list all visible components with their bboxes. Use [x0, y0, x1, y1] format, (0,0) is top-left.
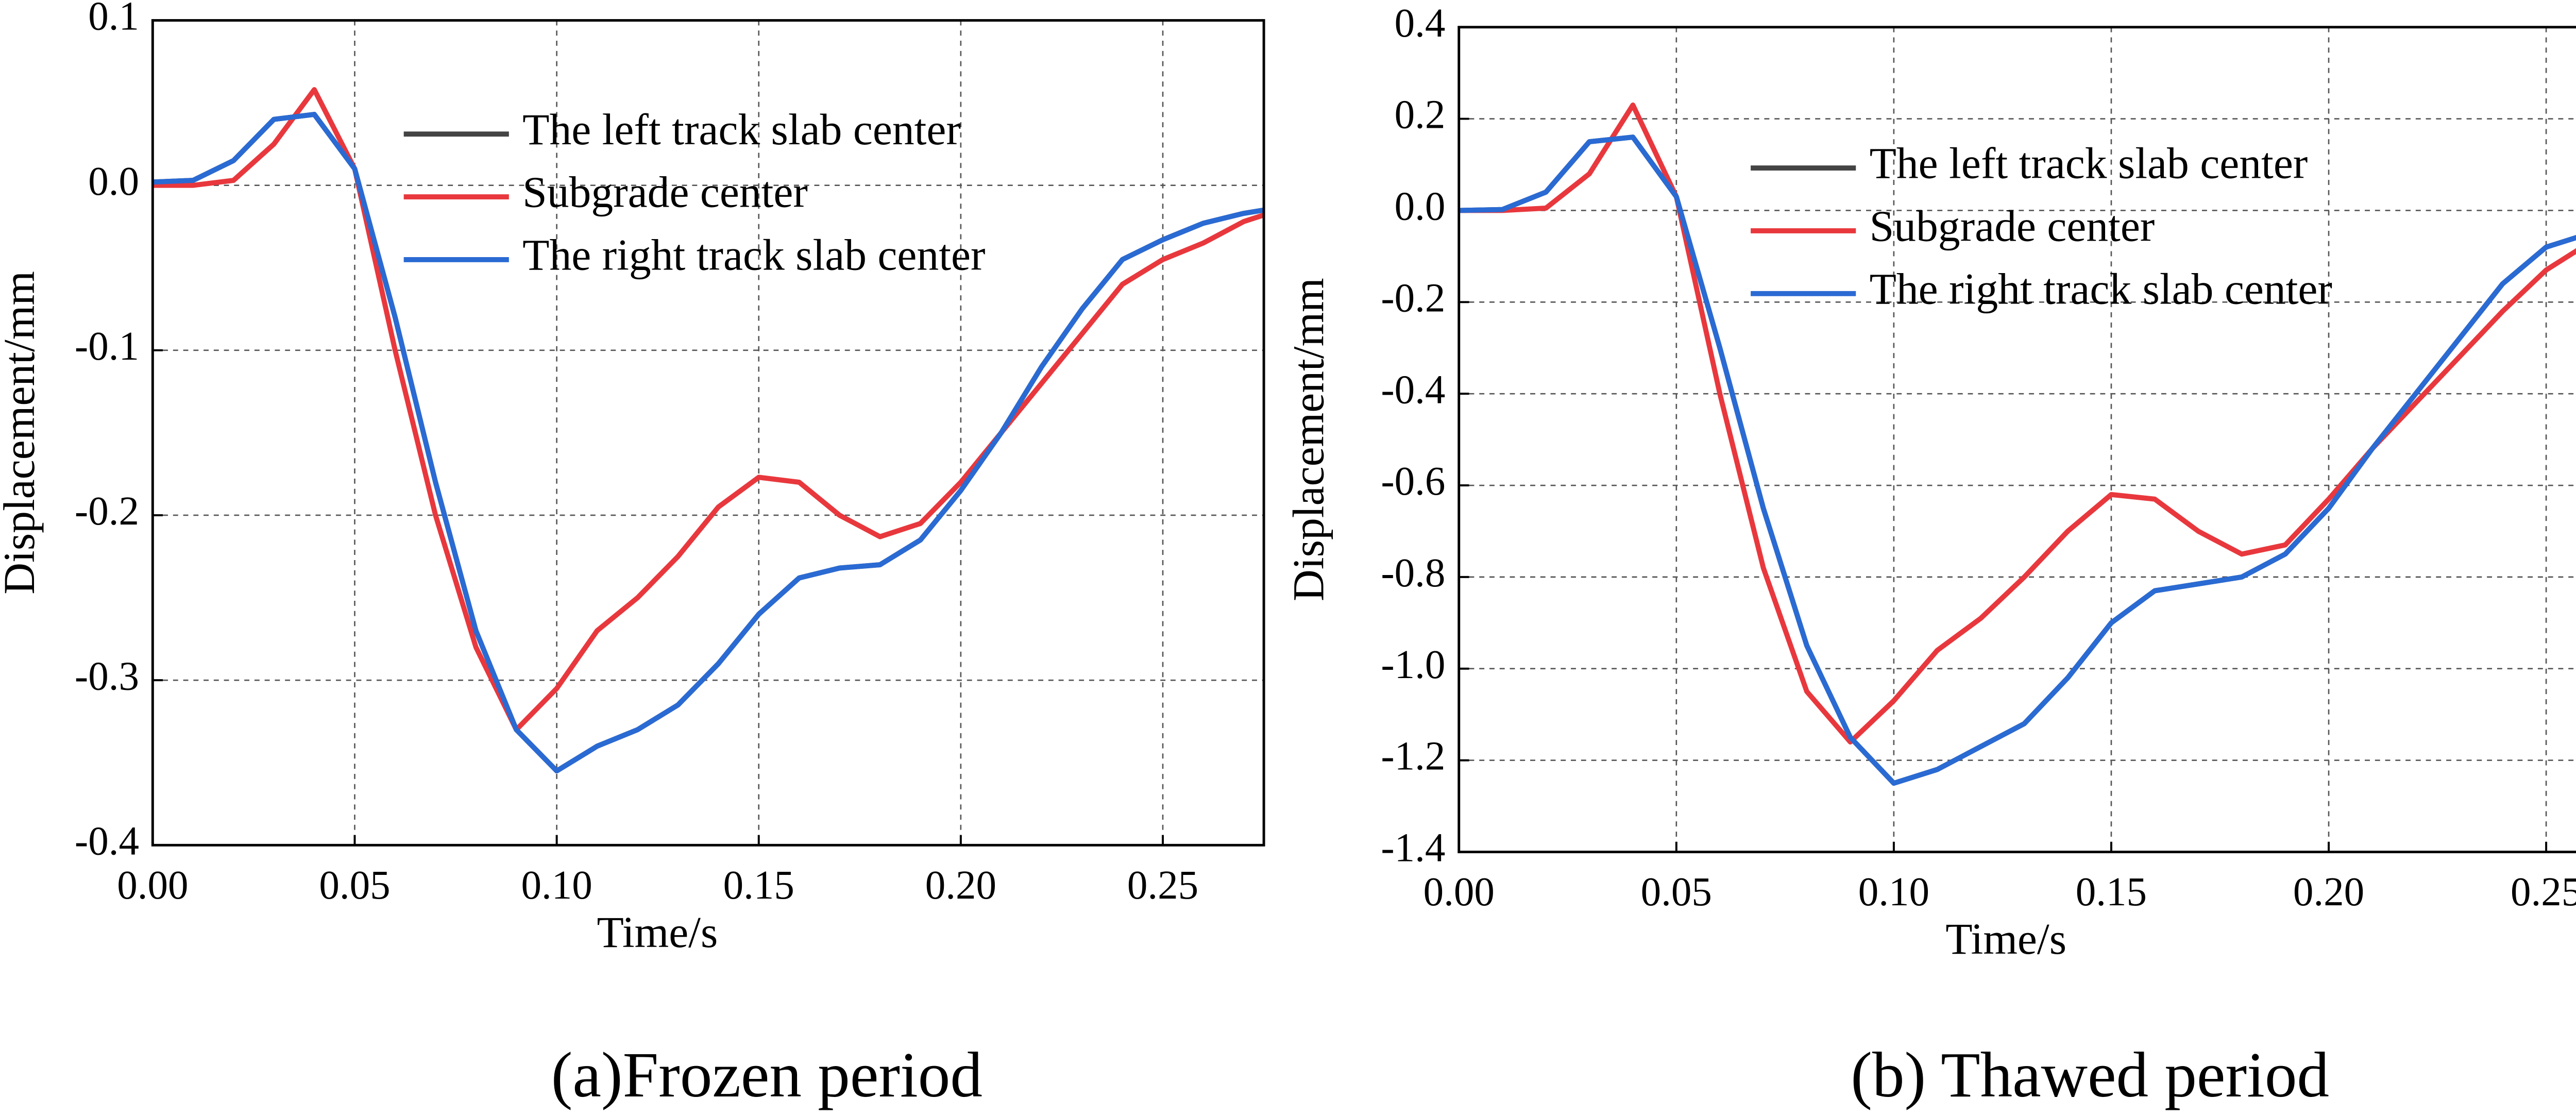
- y-tick-label: -0.1: [75, 324, 139, 369]
- y-tick-label: -1.4: [1381, 826, 1445, 871]
- y-tick-label: 0.4: [1395, 1, 1446, 46]
- legend-label: The right track slab center: [1870, 264, 2332, 313]
- y-axis-label: Displacement/mm: [1284, 278, 1333, 601]
- caption: (a)Frozen period: [551, 1039, 982, 1111]
- y-tick-label: -0.4: [75, 819, 139, 864]
- x-tick-label: 0.25: [2511, 870, 2576, 915]
- series-line: [1459, 102, 2576, 745]
- series-line: [152, 112, 1264, 774]
- x-tick-label: 0.25: [1127, 863, 1198, 908]
- y-tick-label: -0.4: [1381, 367, 1445, 412]
- x-tick-label: 0.05: [1641, 870, 1712, 915]
- plot-frame: [1458, 26, 2576, 853]
- y-tick-label: -0.2: [1381, 276, 1445, 320]
- x-tick-label: 0.00: [117, 863, 188, 908]
- legend-label: Subgrade center: [522, 168, 808, 217]
- caption: (b) Thawed period: [1851, 1039, 2329, 1111]
- x-tick-label: 0.20: [925, 863, 996, 908]
- x-tick-label: 0.15: [2076, 870, 2147, 915]
- legend-label: The left track slab center: [522, 105, 961, 154]
- legend-label: The right track slab center: [522, 231, 985, 280]
- y-tick-label: -1.0: [1381, 643, 1445, 687]
- x-axis-label: Time/s: [597, 908, 718, 957]
- y-tick-label: -0.6: [1381, 459, 1445, 504]
- plot-area: 0.00 0.05 0.10 0.15 0.20 0.25 0.1 0.0 -0.1 -0.2 -0…: [0, 0, 1265, 1111]
- x-tick-label: 0.05: [319, 863, 390, 908]
- series-line: [1459, 134, 2576, 786]
- y-tick-label: 0.0: [1395, 184, 1446, 229]
- y-tick-label: -0.3: [75, 654, 139, 699]
- x-axis-label: Time/s: [1945, 915, 2066, 964]
- y-tick-label: 0.0: [88, 159, 139, 204]
- x-tick-label: 0.00: [1423, 870, 1495, 915]
- plot-frame: [151, 19, 1265, 847]
- series-line: [152, 87, 1264, 733]
- x-tick-label: 0.15: [723, 863, 794, 908]
- x-tick-label: 0.20: [2293, 870, 2364, 915]
- legend-label: Subgrade center: [1870, 202, 2155, 251]
- y-tick-label: 0.1: [88, 0, 139, 39]
- y-tick-label: 0.2: [1395, 93, 1446, 138]
- y-tick-label: -0.8: [1381, 551, 1445, 596]
- x-tick-label: 0.10: [1858, 870, 1929, 915]
- legend-label: The left track slab center: [1870, 139, 2308, 188]
- x-tick-label: 0.10: [521, 863, 592, 908]
- y-tick-label: -1.2: [1381, 734, 1445, 779]
- plot-area: 0.00 0.05 0.10 0.15 0.20 0.25 0.4 0.2 0.0 -0.2 -0.…: [1284, 1, 2576, 1111]
- y-tick-label: -0.2: [75, 489, 139, 534]
- y-axis-label: Displacement/mm: [0, 271, 44, 595]
